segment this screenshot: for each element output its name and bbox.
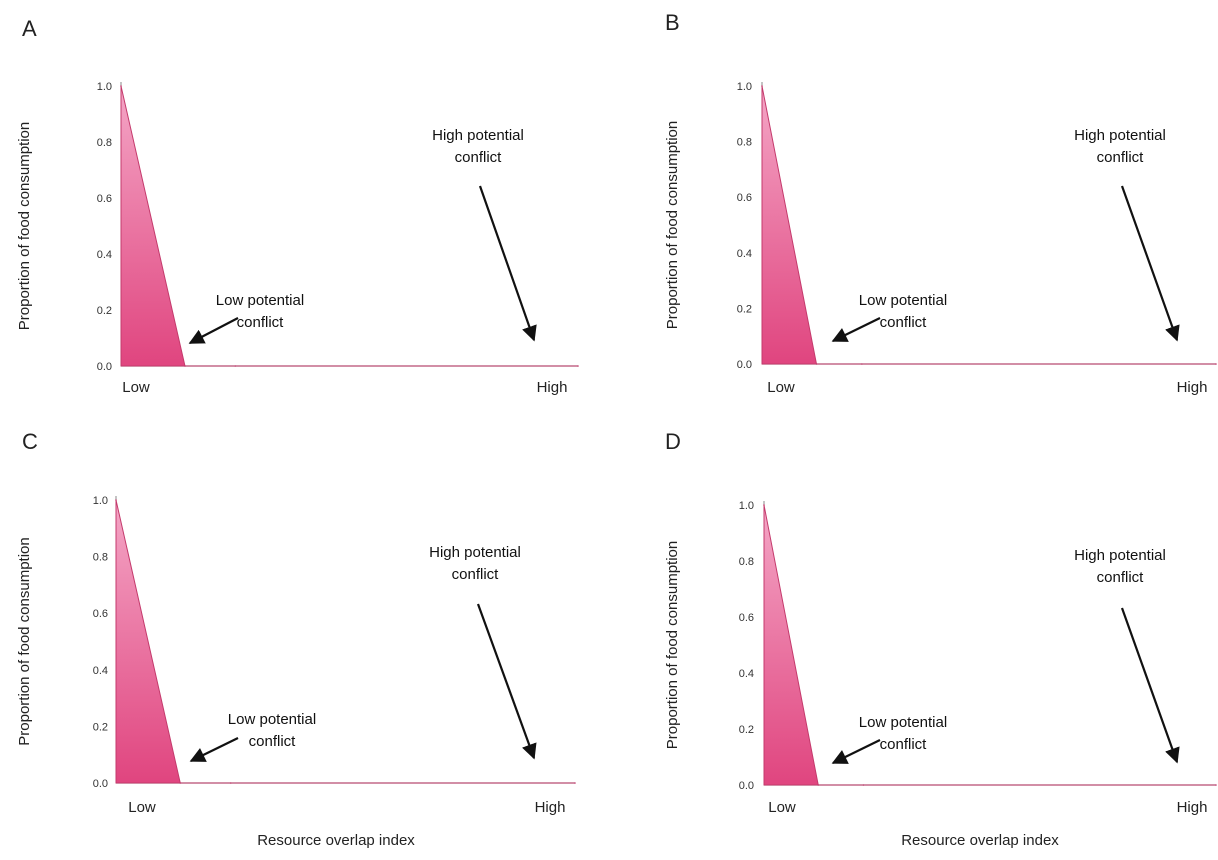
x-tick-label-low: Low xyxy=(767,379,795,396)
data-point xyxy=(120,85,122,87)
annotation-high-arrow xyxy=(1120,607,1180,764)
annotation-low-arrow xyxy=(188,317,239,344)
area-series xyxy=(115,499,575,784)
x-axis-label: Resource overlap index xyxy=(257,832,415,849)
panel-b: B 0.0 0.2 0.4 0.6 0.8 1.0 Proportion of food co… xyxy=(664,10,1217,396)
data-point xyxy=(1215,784,1217,786)
annotation-high-line: conflict xyxy=(455,149,503,166)
y-tick-label: 0.2 xyxy=(97,305,112,317)
y-tick-label: 0.4 xyxy=(93,665,108,677)
panel-a: A 0.0 0.2 0.4 0.6 0.8 1.0 Proportion of food co… xyxy=(16,16,579,396)
y-tick-label: 0.4 xyxy=(97,249,112,261)
data-point xyxy=(577,365,579,367)
x-tick-label-high: High xyxy=(537,379,568,396)
data-point xyxy=(179,782,182,784)
x-tick-label-high: High xyxy=(1177,379,1208,396)
y-tick-label: 1.0 xyxy=(739,500,754,512)
x-tick-label-high: High xyxy=(535,799,566,816)
annotation-high-line: High potential xyxy=(432,127,524,144)
y-tick-label: 0.8 xyxy=(737,137,752,149)
y-tick-label: 0.0 xyxy=(93,778,108,790)
data-point xyxy=(763,504,765,506)
data-point xyxy=(184,365,186,367)
data-point xyxy=(817,784,820,786)
data-point xyxy=(574,782,576,784)
y-tick-label: 1.0 xyxy=(97,81,112,93)
area-series xyxy=(761,85,1216,365)
annotation-high-line: conflict xyxy=(452,566,500,583)
data-point xyxy=(862,784,865,786)
annotation-low-arrow xyxy=(189,737,239,762)
panel-letter: C xyxy=(22,429,38,454)
annotation-high-line: conflict xyxy=(1097,149,1145,166)
panel-letter: B xyxy=(665,10,680,35)
annotation-low-line: conflict xyxy=(880,314,928,331)
data-point xyxy=(234,365,237,367)
annotation-high-line: High potential xyxy=(1074,547,1166,564)
y-tick-label: 0.8 xyxy=(97,137,112,149)
data-point xyxy=(815,363,818,365)
y-tick-label: 0.0 xyxy=(739,780,754,792)
area-series xyxy=(763,504,1216,786)
y-tick-label: 0.6 xyxy=(739,612,754,624)
annotation-high-line: conflict xyxy=(1097,569,1145,586)
y-tick-label: 0.2 xyxy=(93,721,108,733)
data-point xyxy=(861,363,863,365)
y-axis-label: Proportion of food consumption xyxy=(664,541,681,749)
y-tick-label: 0.8 xyxy=(739,556,754,568)
data-point xyxy=(761,85,763,87)
panel-letter: D xyxy=(665,429,681,454)
y-tick-label: 0.0 xyxy=(97,361,112,373)
x-tick-label-low: Low xyxy=(128,799,156,816)
annotation-low-line: conflict xyxy=(880,736,928,753)
y-axis-label: Proportion of food consumption xyxy=(664,121,681,329)
annotation-low-line: Low potential xyxy=(216,292,304,309)
annotation-high-arrow xyxy=(1120,185,1180,342)
x-tick-label-high: High xyxy=(1177,799,1208,816)
panel-c: C 0.0 0.2 0.4 0.6 0.8 1.0 Proportion of food co… xyxy=(16,429,576,849)
annotation-low-line: Low potential xyxy=(859,292,947,309)
area-series xyxy=(120,85,578,367)
x-axis-label: Resource overlap index xyxy=(901,832,1059,849)
y-tick-label: 0.6 xyxy=(737,192,752,204)
y-axis-label: Proportion of food consumption xyxy=(16,122,33,330)
y-tick-label: 0.2 xyxy=(739,724,754,736)
y-tick-label: 0.4 xyxy=(737,248,752,260)
panel-letter: A xyxy=(22,16,37,41)
data-point xyxy=(115,499,117,501)
y-tick-label: 1.0 xyxy=(737,81,752,93)
annotation-low-line: Low potential xyxy=(228,711,316,728)
data-point xyxy=(229,782,232,784)
annotation-low-line: conflict xyxy=(249,733,297,750)
x-tick-label-low: Low xyxy=(122,379,150,396)
panel-d: D 0.0 0.2 0.4 0.6 0.8 1.0 Proportion of food co… xyxy=(664,429,1217,849)
y-tick-label: 0.0 xyxy=(737,359,752,371)
x-tick-label-low: Low xyxy=(768,799,796,816)
annotation-high-arrow xyxy=(476,603,537,760)
annotation-low-arrow xyxy=(831,739,881,764)
y-axis-label: Proportion of food consumption xyxy=(16,537,33,745)
annotation-low-arrow xyxy=(831,317,881,342)
data-point xyxy=(1215,363,1217,365)
y-tick-label: 0.2 xyxy=(737,303,752,315)
y-tick-label: 0.8 xyxy=(93,552,108,564)
annotation-high-arrow xyxy=(478,185,537,342)
y-tick-label: 1.0 xyxy=(93,495,108,507)
annotation-high-line: High potential xyxy=(429,544,521,561)
y-tick-label: 0.6 xyxy=(93,608,108,620)
annotation-low-line: Low potential xyxy=(859,714,947,731)
y-tick-label: 0.6 xyxy=(97,193,112,205)
y-tick-label: 0.4 xyxy=(739,668,754,680)
annotation-low-line: conflict xyxy=(237,314,285,331)
annotation-high-line: High potential xyxy=(1074,127,1166,144)
